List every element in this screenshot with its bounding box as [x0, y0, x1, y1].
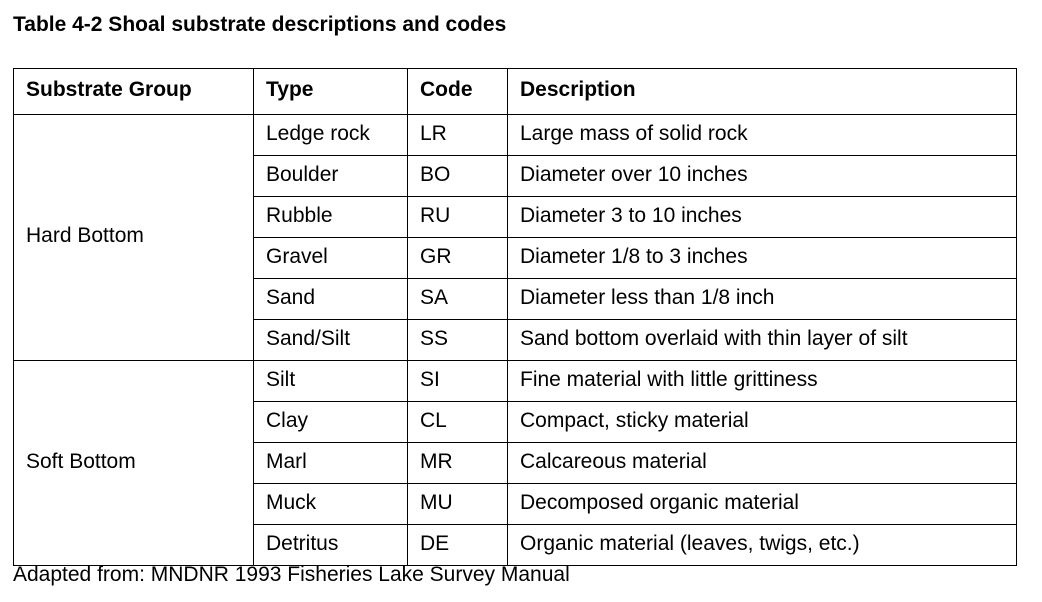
table-row: Hard Bottom Ledge rock LR Large mass of … — [13, 114, 1017, 361]
code-cell: CL — [407, 401, 508, 443]
code-cell: MR — [407, 442, 508, 484]
description-cell: Diameter less than 1/8 inch — [507, 278, 1017, 320]
table-caption: Table 4-2 Shoal substrate descriptions a… — [13, 13, 507, 36]
type-cell: Boulder — [253, 155, 408, 197]
description-cell: Compact, sticky material — [507, 401, 1017, 443]
description-cell: Diameter 3 to 10 inches — [507, 196, 1017, 238]
description-cell: Fine material with little grittiness — [507, 360, 1017, 402]
type-cell: Sand — [253, 278, 408, 320]
code-cell: DE — [407, 524, 508, 566]
code-cell: LR — [407, 114, 508, 156]
table-row: Rubble RU Diameter 3 to 10 inches — [14, 196, 1017, 238]
code-cell: MU — [407, 483, 508, 525]
code-cell: SS — [407, 319, 508, 361]
table-row: Detritus DE Organic material (leaves, tw… — [14, 524, 1017, 566]
table-row: Sand SA Diameter less than 1/8 inch — [14, 278, 1017, 320]
code-cell: RU — [407, 196, 508, 238]
group-cell-soft-bottom: Soft Bottom — [13, 360, 254, 566]
description-cell: Organic material (leaves, twigs, etc.) — [507, 524, 1017, 566]
description-cell: Diameter over 10 inches — [507, 155, 1017, 197]
header-row: Substrate Group Type Code Description — [13, 68, 1017, 115]
description-cell: Calcareous material — [507, 442, 1017, 484]
description-cell: Sand bottom overlaid with thin layer of … — [507, 319, 1017, 361]
type-cell: Rubble — [253, 196, 408, 238]
group-cell-hard-bottom: Hard Bottom — [13, 114, 254, 361]
column-header-substrate-group: Substrate Group — [13, 68, 254, 115]
column-header-description: Description — [507, 68, 1017, 115]
code-cell: SA — [407, 278, 508, 320]
type-cell: Detritus — [253, 524, 408, 566]
code-cell: GR — [407, 237, 508, 279]
type-cell: Clay — [253, 401, 408, 443]
table-row: Marl MR Calcareous material — [14, 442, 1017, 484]
type-cell: Muck — [253, 483, 408, 525]
substrate-table: Substrate Group Type Code Description Ha… — [13, 68, 1017, 566]
code-cell: BO — [407, 155, 508, 197]
type-cell: Ledge rock — [253, 114, 408, 156]
table-row: Gravel GR Diameter 1/8 to 3 inches — [14, 237, 1017, 279]
type-cell: Silt — [253, 360, 408, 402]
column-header-code: Code — [407, 68, 508, 115]
type-cell: Sand/Silt — [253, 319, 408, 361]
column-header-type: Type — [253, 68, 408, 115]
source-note: Adapted from: MNDNR 1993 Fisheries Lake … — [13, 563, 570, 586]
description-cell: Decomposed organic material — [507, 483, 1017, 525]
table-row: Muck MU Decomposed organic material — [14, 483, 1017, 525]
type-cell: Gravel — [253, 237, 408, 279]
description-cell: Diameter 1/8 to 3 inches — [507, 237, 1017, 279]
code-cell: SI — [407, 360, 508, 402]
table-row: Boulder BO Diameter over 10 inches — [14, 155, 1017, 197]
table-row: Soft Bottom Silt SI Fine material with l… — [13, 360, 1017, 566]
table-row: Sand/Silt SS Sand bottom overlaid with t… — [14, 319, 1017, 361]
type-cell: Marl — [253, 442, 408, 484]
description-cell: Large mass of solid rock — [507, 114, 1017, 156]
